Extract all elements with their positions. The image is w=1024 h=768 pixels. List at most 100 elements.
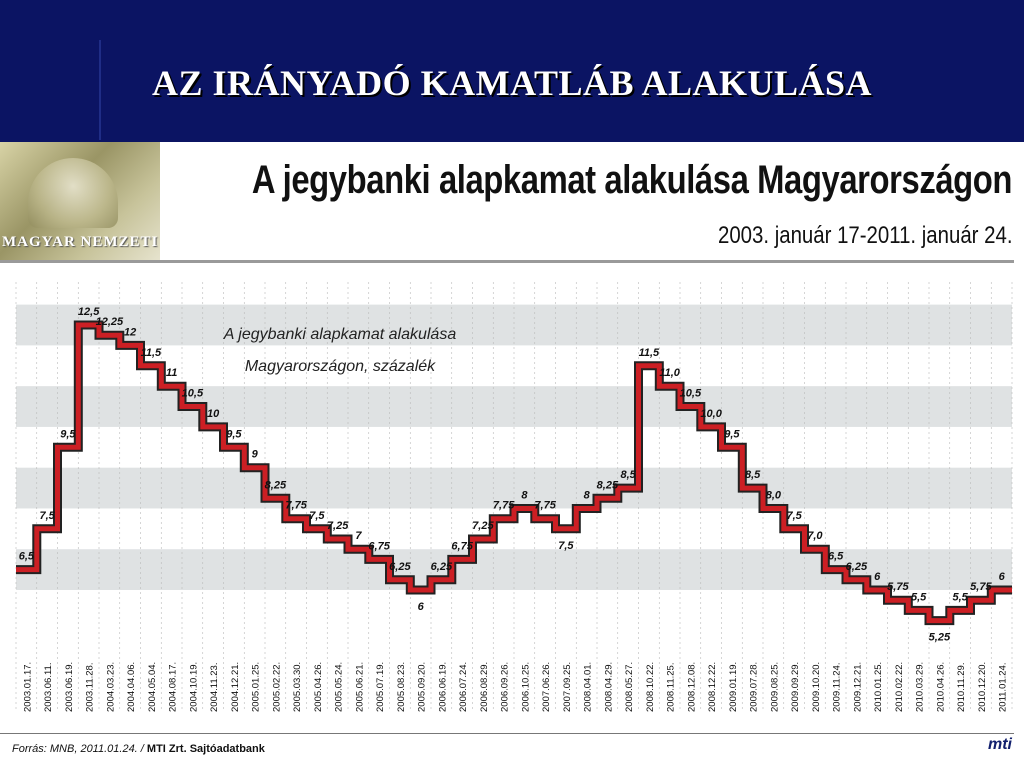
x-tick-label: 2008.04.29. [603, 662, 614, 712]
value-label: 10 [207, 408, 220, 420]
x-tick-label: 2009.08.25. [769, 662, 780, 712]
x-tick-label: 2005.05.24. [334, 662, 345, 712]
x-tick-label: 2009.11.24. [832, 663, 843, 712]
chart-subtitle: 2003. január 17-2011. január 24. [717, 222, 1012, 249]
slide-header: AZ IRÁNYADÓ KAMATLÁB ALAKULÁSA [0, 0, 1024, 142]
x-tick-label: 2008.04.01. [583, 662, 594, 712]
value-label: 6,5 [19, 551, 35, 563]
series-line [16, 322, 1012, 624]
value-label: 11,5 [639, 347, 660, 359]
value-label: 10,0 [700, 408, 722, 420]
value-label: 12,5 [78, 306, 100, 318]
value-label: 10,5 [182, 388, 204, 400]
value-label: 7,75 [285, 500, 307, 512]
value-label: 11,5 [141, 347, 162, 359]
x-tick-label: 2005.04.26. [313, 662, 324, 712]
x-tick-label: 2010.02.22. [894, 662, 905, 712]
value-label: 6,25 [431, 561, 453, 573]
value-label: 7,75 [534, 500, 556, 512]
x-tick-label: 2009.01.19. [728, 662, 739, 712]
value-label: 7,25 [472, 520, 494, 532]
x-tick-label: 2008.12.22. [707, 662, 718, 712]
chart-panel: MAGYAR NEMZETI A jegybanki alapkamat ala… [0, 142, 1024, 768]
rate-step-chart: A jegybanki alapkamat alakulása Magyaror… [15, 282, 1013, 712]
x-tick-label: 2007.09.25. [562, 662, 573, 712]
value-label: 7,5 [309, 510, 325, 522]
x-tick-label: 2010.11.29. [956, 663, 967, 712]
value-label: 8 [521, 489, 528, 501]
header-divider [99, 40, 101, 140]
x-tick-label: 2008.11.25. [666, 663, 677, 712]
x-tick-label: 2006.08.29. [479, 662, 490, 712]
value-label: 8,25 [597, 479, 619, 491]
value-label: 9,5 [60, 428, 76, 440]
x-tick-label: 2011.01.24. [998, 663, 1009, 712]
x-tick-label: 2009.12.21. [852, 662, 863, 712]
value-label: 5,5 [911, 591, 927, 603]
value-label: 6 [874, 571, 881, 583]
x-tick-label: 2005.06.21. [354, 662, 365, 712]
chart-title: A jegybanki alapkamat alakulása Magyaror… [251, 158, 1013, 202]
grid-band [16, 304, 1012, 346]
x-tick-label: 2006.06.19. [437, 662, 448, 712]
value-label: 5,5 [952, 591, 968, 603]
x-tick-label: 2010.12.20. [977, 662, 988, 712]
source-agency: MTI Zrt. Sajtóadatbank [146, 743, 265, 755]
x-tick-label: 2010.03.29. [915, 662, 926, 712]
bank-emblem-logo: MAGYAR NEMZETI [0, 142, 160, 262]
value-label: 7,5 [558, 540, 574, 552]
value-label: 9,5 [226, 428, 242, 440]
title-divider [0, 260, 1014, 263]
x-tick-label: 2008.10.22. [645, 662, 656, 712]
value-label: 6 [999, 571, 1006, 583]
value-label: 6,25 [846, 561, 868, 573]
x-tick-label: 2009.10.20. [811, 662, 822, 712]
x-tick-label: 2004.04.06. [126, 662, 137, 712]
x-tick-label: 2005.01.25. [251, 662, 262, 712]
value-label: 10,5 [680, 388, 702, 400]
value-label: 9,5 [724, 428, 740, 440]
value-label: 6 [418, 601, 425, 613]
x-tick-label: 2009.09.29. [790, 662, 801, 712]
footer-divider [0, 733, 1014, 734]
value-label: 5,25 [929, 632, 951, 644]
value-label: 9 [252, 449, 259, 461]
value-label: 7 [355, 530, 362, 542]
value-label: 8 [584, 489, 591, 501]
value-label: 11 [166, 367, 177, 379]
x-tick-label: 2004.05.04. [147, 662, 158, 712]
value-label: 7,75 [493, 500, 515, 512]
x-tick-label: 2005.09.20. [417, 662, 428, 712]
value-label: 5,75 [887, 581, 909, 593]
x-tick-label: 2005.02.22. [271, 662, 282, 712]
crest-image [28, 158, 118, 228]
x-tick-label: 2004.11.23. [209, 663, 220, 712]
x-tick-label: 2006.07.24. [458, 662, 469, 712]
x-tick-label: 2003.06.19. [64, 662, 75, 712]
x-tick-label: 2005.08.23. [396, 662, 407, 712]
x-tick-label: 2003.11.28. [85, 663, 96, 712]
x-tick-label: 2006.09.26. [500, 662, 511, 712]
value-label: 6,25 [389, 561, 411, 573]
chart-legend-line-1: A jegybanki alapkamat alakulása [223, 326, 457, 343]
x-tick-label: 2010.04.26. [935, 662, 946, 712]
value-label: 8,25 [265, 479, 287, 491]
x-tick-label: 2003.06.11. [43, 663, 54, 712]
x-tick-label: 2003.01.17. [22, 662, 33, 712]
x-tick-label: 2009.07.28. [749, 662, 760, 712]
x-tick-label: 2004.10.19. [188, 662, 199, 712]
x-tick-label: 2008.12.08. [686, 662, 697, 712]
value-label: 7,0 [807, 530, 823, 542]
source-text: Forrás: MNB, 2011.01.24. / [12, 743, 144, 755]
value-label: 6,75 [451, 540, 473, 552]
x-tick-label: 2010.01.25. [873, 662, 884, 712]
x-tick-label: 2005.07.19. [375, 662, 386, 712]
value-label: 8,5 [745, 469, 761, 481]
mti-logo: mti [988, 736, 1012, 753]
x-tick-label: 2004.08.17. [168, 662, 179, 712]
value-label: 7,25 [327, 520, 349, 532]
value-label: 7,5 [786, 510, 802, 522]
x-tick-label: 2007.06.26. [541, 662, 552, 712]
value-label: 6,5 [828, 551, 844, 563]
x-tick-label: 2005.03.30. [292, 662, 303, 712]
